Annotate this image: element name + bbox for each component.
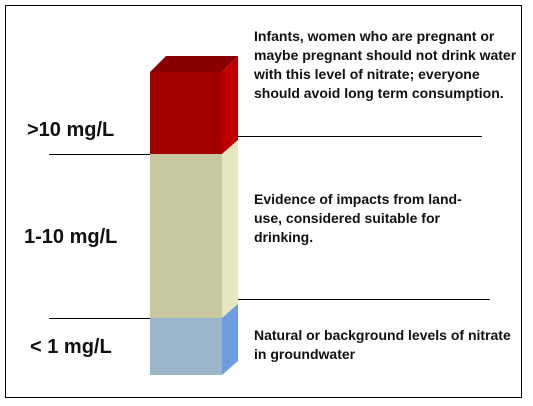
description-medium: Evidence of impacts from land-use, consi…	[254, 191, 462, 245]
description-high: Infants, women who are pregnant or maybe…	[254, 28, 517, 101]
left-rule-upper	[49, 154, 150, 155]
beige-segment-front	[150, 154, 222, 318]
blue-segment-side	[222, 304, 238, 375]
level-label-low: < 1 mg/L	[30, 336, 112, 358]
column-top-face	[150, 56, 238, 72]
left-rule-lower	[49, 318, 150, 319]
diagram-frame	[5, 5, 522, 398]
blue-segment-front	[150, 318, 222, 375]
level-label-medium: 1-10 mg/L	[24, 226, 118, 248]
red-segment-side	[222, 56, 238, 154]
beige-segment-side	[222, 140, 238, 318]
level-label-high: >10 mg/L	[27, 119, 115, 141]
red-segment-front	[150, 72, 222, 154]
right-rule-lower	[238, 299, 490, 300]
description-low: Natural or background levels of nitrate …	[254, 327, 511, 362]
right-rule-upper	[238, 136, 482, 137]
